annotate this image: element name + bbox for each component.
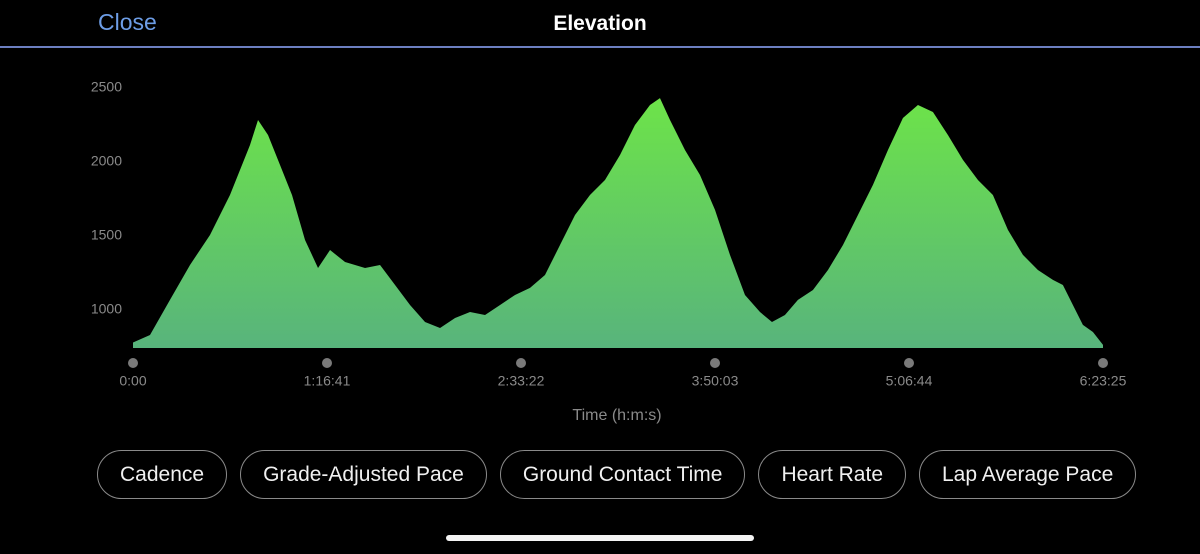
x-tick-label: 0:00	[119, 373, 146, 389]
x-tick-label: 5:06:44	[886, 373, 933, 389]
screen-title: Elevation	[553, 12, 647, 35]
y-tick-label: 1500	[91, 227, 122, 243]
x-tick-dot	[710, 358, 720, 368]
x-tick-dot	[128, 358, 138, 368]
chart: Time (h:m:s) 1000 1500 2000 2500 0:00 1:16:41…	[91, 79, 1127, 425]
header-divider	[0, 46, 1200, 48]
metric-button[interactable]: Heart Rate	[758, 450, 906, 499]
x-tick-dot	[322, 358, 332, 368]
y-tick-label: 2500	[91, 79, 122, 95]
x-tick-dot	[1098, 358, 1108, 368]
metric-button[interactable]: Grade-Adjusted Pace	[240, 450, 487, 499]
metric-button[interactable]: Ground Contact Time	[499, 450, 746, 499]
x-tick-label: 2:33:22	[498, 373, 545, 389]
elevation-area	[133, 98, 1103, 348]
x-axis-label: Time (h:m:s)	[572, 407, 661, 424]
metric-button[interactable]: Cadence	[97, 450, 228, 499]
x-tick-label: 6:23:25	[1080, 373, 1127, 389]
x-tick-dot	[516, 358, 526, 368]
metric-button[interactable]: Lap Average Pace	[919, 450, 1137, 499]
y-tick-label: 2000	[91, 153, 122, 169]
metric-buttons: Cadence Grade-Adjusted Pace Ground Contact…	[97, 450, 1137, 499]
x-tick-label: 1:16:41	[304, 373, 351, 389]
x-tick-label: 3:50:03	[692, 373, 739, 389]
home-indicator	[446, 535, 754, 541]
close-button[interactable]: Close	[98, 9, 157, 35]
x-tick-dot	[904, 358, 914, 368]
y-tick-label: 1000	[91, 301, 122, 317]
